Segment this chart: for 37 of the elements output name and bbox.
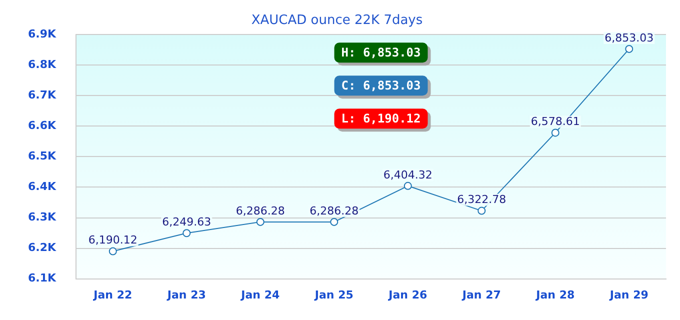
x-tick-label: Jan 26 [388,288,428,302]
x-tick-label: Jan 22 [92,288,132,302]
x-tick-label: Jan 29 [608,288,648,302]
annotation: L: 6,190.12 [341,112,421,126]
point [404,182,412,190]
x-tick-label: Jan 28 [535,288,575,302]
y-tick-label: 6.7K [28,88,56,102]
point [551,128,560,137]
annotation: C: 6,853.03 [341,78,421,93]
data-label: 6,249.63 [162,215,212,228]
point [182,229,191,238]
data-label: 6,190.12 [88,234,138,247]
y-tick-label: 6.9K [28,27,56,40]
point [625,44,634,53]
y-tick-label: 6.2K [28,241,56,254]
x-tick-label: Jan 27 [461,288,501,302]
y-tick-label: 6.3K [28,210,56,224]
chart-title: XAUCAD ounce 22K 7days [251,13,423,28]
y-tick-label: 6.1K [28,272,56,285]
data-label: 6,578.61 [530,115,580,128]
x-tick-label: Jan 23 [166,288,206,302]
data-label: 6,286.28 [236,204,285,218]
point [330,218,338,226]
y-tick-label: 6.5K [28,150,56,163]
x-tick-label: Jan 24 [240,288,280,302]
x-tick-label: Jan 25 [314,288,354,302]
point [478,206,486,215]
point [108,247,117,256]
y-tick-label: 6.8K [28,58,56,71]
data-label: 6,853.03 [604,31,654,44]
data-label: 6,404.32 [383,168,432,182]
y-tick-label: 6.4K [28,180,56,194]
point [256,218,264,226]
y-tick-label: 6.6K [28,119,56,132]
annotation: H: 6,853.03 [341,46,421,60]
data-label: 6,322.78 [457,193,506,206]
data-label: 6,286.28 [310,204,359,218]
